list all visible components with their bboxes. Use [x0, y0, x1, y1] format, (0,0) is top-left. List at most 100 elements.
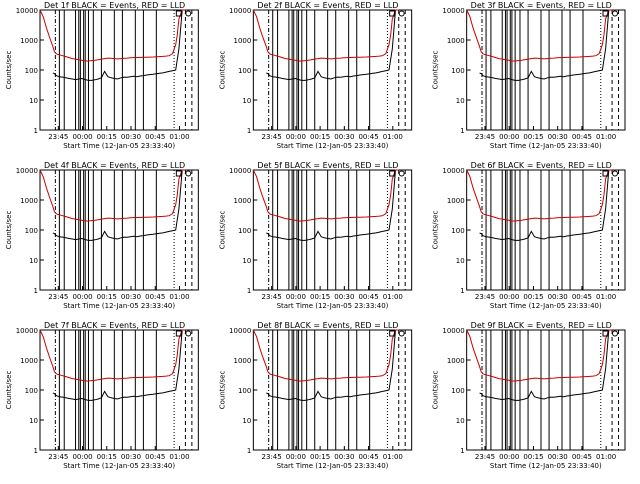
legend-circle-marker	[612, 170, 618, 177]
series-events-line	[52, 329, 183, 401]
x-tick-label: 00:00	[286, 293, 306, 301]
y-tick-label: 1000	[234, 37, 252, 45]
x-tick-label: 23:45	[475, 133, 495, 141]
x-tick-label: 00:45	[572, 453, 592, 461]
x-tick-label: 00:30	[334, 453, 354, 461]
legend-box-marker	[602, 170, 609, 177]
y-tick-label: 10	[456, 257, 465, 265]
legend-circle-marker	[398, 10, 405, 17]
x-tick-label: 00:45	[145, 133, 165, 141]
x-tick-label: 00:15	[523, 133, 543, 141]
y-tick-label: 1	[247, 287, 251, 295]
panel-title: Det 4f BLACK = Events, RED = LLD	[44, 161, 185, 170]
y-tick-label: 100	[238, 227, 251, 235]
series-lld-line	[252, 169, 399, 222]
y-axis-label: Counts/sec	[218, 211, 226, 250]
x-tick-label: 00:00	[72, 293, 92, 301]
y-tick-label: 10	[29, 97, 38, 105]
y-tick-label: 100	[451, 227, 464, 235]
x-tick-label: 00:15	[310, 453, 330, 461]
x-tick-label: 23:45	[48, 133, 68, 141]
x-axis-label: Start Time (12-Jan-05 23:33:40)	[277, 142, 389, 150]
x-tick-label: 00:45	[145, 293, 165, 301]
x-tick-label: 00:00	[286, 133, 306, 141]
x-tick-label: 01:00	[383, 293, 403, 301]
legend-box-marker	[389, 170, 396, 177]
legend-box-marker	[389, 10, 396, 17]
x-tick-label: 00:45	[358, 133, 378, 141]
y-tick-label: 100	[25, 227, 38, 235]
panel-6: Det 6f BLACK = Events, RED = LLD 1 10 100 10…	[432, 161, 626, 310]
series-lld-line	[466, 329, 613, 382]
y-tick-label: 1000	[20, 357, 38, 365]
x-axis-label: Start Time (12-Jan-05 23:33:40)	[277, 302, 389, 310]
x-tick-label: 00:15	[97, 453, 117, 461]
x-tick-label: 00:00	[499, 453, 519, 461]
x-tick-label: 00:30	[121, 293, 141, 301]
x-tick-label: 01:00	[596, 133, 616, 141]
y-tick-label: 1000	[447, 37, 465, 45]
y-tick-label: 10000	[229, 167, 251, 175]
legend-circle-marker	[398, 330, 405, 337]
legend-circle-marker	[612, 10, 618, 17]
legend-circle-marker	[398, 170, 405, 177]
series-events-line	[266, 169, 396, 241]
x-tick-label: 23:45	[262, 453, 282, 461]
panel-title: Det 9f BLACK = Events, RED = LLD	[471, 321, 612, 330]
series-events-line	[479, 329, 610, 401]
y-tick-label: 1000	[447, 357, 465, 365]
y-tick-label: 1	[34, 127, 38, 135]
panel-9: Det 9f BLACK = Events, RED = LLD 1 10 100 10…	[432, 321, 626, 470]
y-tick-label: 10	[456, 417, 465, 425]
y-tick-label: 10000	[16, 327, 38, 335]
series-lld-line	[39, 329, 186, 382]
y-tick-label: 1000	[234, 357, 252, 365]
panel-1: Det 1f BLACK = Events, RED = LLD 1 10 100 10…	[5, 1, 199, 150]
series-events-line	[266, 329, 396, 401]
x-tick-label: 01:00	[169, 133, 189, 141]
y-axis-label: Counts/sec	[5, 371, 13, 410]
legend-circle-marker	[612, 330, 618, 337]
y-tick-label: 10	[242, 97, 251, 105]
series-events-line	[52, 169, 183, 241]
panel-4: Det 4f BLACK = Events, RED = LLD 1 10 100 10…	[5, 161, 199, 310]
legend-box-marker	[175, 170, 182, 177]
x-tick-label: 00:45	[358, 453, 378, 461]
series-lld-line	[466, 9, 613, 62]
x-tick-label: 23:45	[48, 293, 68, 301]
x-tick-label: 00:00	[499, 133, 519, 141]
legend-box-marker	[602, 10, 609, 17]
y-tick-label: 1	[34, 447, 38, 455]
panel-2: Det 2f BLACK = Events, RED = LLD 1 10 100 10…	[218, 1, 413, 150]
panel-title: Det 1f BLACK = Events, RED = LLD	[44, 1, 185, 10]
x-tick-label: 00:45	[572, 293, 592, 301]
x-tick-label: 00:30	[334, 133, 354, 141]
legend-box-marker	[175, 10, 182, 17]
x-tick-label: 00:45	[572, 133, 592, 141]
y-tick-label: 100	[25, 387, 38, 395]
x-tick-label: 00:30	[548, 453, 568, 461]
y-axis-label: Counts/sec	[218, 371, 226, 410]
x-tick-label: 23:45	[475, 293, 495, 301]
x-tick-label: 00:15	[97, 133, 117, 141]
panel-7: Det 7f BLACK = Events, RED = LLD 1 10 100 10…	[5, 321, 199, 470]
y-tick-label: 100	[451, 387, 464, 395]
x-tick-label: 00:30	[548, 293, 568, 301]
x-tick-label: 00:15	[97, 293, 117, 301]
x-axis-label: Start Time (12-Jan-05 23:33:40)	[490, 462, 602, 470]
panel-5: Det 5f BLACK = Events, RED = LLD 1 10 100 10…	[218, 161, 413, 310]
x-tick-label: 00:00	[499, 293, 519, 301]
panel-8: Det 8f BLACK = Events, RED = LLD 1 10 100 10…	[218, 321, 413, 470]
series-lld-line	[252, 9, 399, 62]
series-events-line	[479, 169, 610, 241]
series-events-line	[52, 9, 183, 81]
panel-title: Det 2f BLACK = Events, RED = LLD	[257, 1, 398, 10]
legend-box-marker	[175, 330, 182, 337]
y-tick-label: 100	[25, 67, 38, 75]
legend-box-marker	[602, 330, 609, 337]
x-axis-label: Start Time (12-Jan-05 23:33:40)	[490, 142, 602, 150]
y-tick-label: 10000	[229, 327, 251, 335]
x-tick-label: 00:00	[72, 453, 92, 461]
x-tick-label: 23:45	[475, 453, 495, 461]
